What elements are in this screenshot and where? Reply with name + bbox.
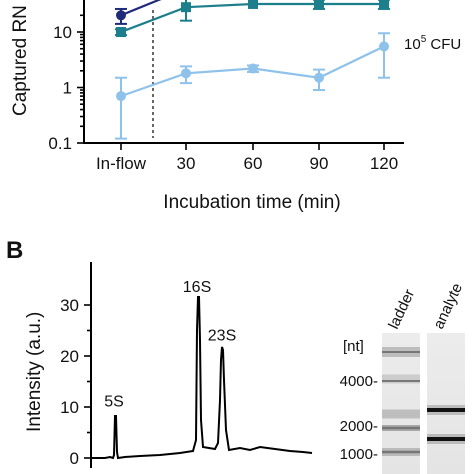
- panel-a-x-ticks: In-flow 30 60 90 120: [96, 143, 398, 173]
- gel-band-ladder: [382, 409, 420, 419]
- data-point: [116, 10, 126, 21]
- y-tick-label: 20: [60, 347, 79, 366]
- panel-a: Captured RN 0.1 1 10 In-flow 30 60 90 120 105 …: [10, 0, 461, 213]
- series-0: [115, 0, 162, 25]
- gel-lane-label-ladder: ladder: [385, 287, 418, 332]
- peak-label: 23S: [208, 327, 236, 344]
- data-point: [314, 0, 324, 9]
- peak-label: 5S: [104, 394, 124, 411]
- y-tick-label: 1: [63, 79, 72, 98]
- x-tick-label: In-flow: [96, 154, 147, 173]
- gel-size-label: 4000-: [340, 373, 378, 390]
- y-tick-label: 30: [60, 296, 79, 315]
- gel-size-label: 2000-: [340, 418, 378, 435]
- data-point: [248, 0, 258, 9]
- gel-size-label: 1000-: [340, 446, 378, 463]
- series-2: [115, 32, 390, 140]
- gel-band-ladder-core: [382, 351, 420, 353]
- data-point: [379, 41, 389, 52]
- data-point: [379, 0, 389, 9]
- gel-size-labels: 4000- 2000- 1000-: [340, 373, 378, 463]
- legend-base: 10: [404, 36, 421, 53]
- x-tick-label: 90: [310, 154, 329, 173]
- electropherogram-trace: [91, 296, 313, 460]
- data-point: [181, 2, 191, 13]
- gel-lane-label-analyte: analyte: [430, 281, 466, 332]
- gel-band-analyte: [427, 437, 465, 441]
- legend-rest: CFU: [426, 36, 461, 53]
- data-point: [314, 72, 324, 83]
- series-legend-label: 105 CFU: [404, 34, 461, 53]
- gel-band-ladder-core: [382, 426, 420, 430]
- y-tick-label: 10: [60, 398, 79, 417]
- data-point: [181, 68, 191, 79]
- panel-b-ylabel: Intensity (a.u.): [24, 312, 45, 432]
- panel-a-series: [115, 0, 390, 140]
- gel-panel: [nt] ladder analyte 4000- 2000- 1000-: [340, 281, 466, 474]
- panel-b-peak-labels: 5S 16S 23S: [104, 279, 236, 411]
- y-tick-label: 0: [70, 449, 79, 468]
- gel-unit-label: [nt]: [343, 338, 364, 355]
- panel-a-y-ticks: 0.1 1 10: [48, 14, 84, 153]
- gel-band-analyte: [427, 408, 465, 412]
- panel-a-ylabel: Captured RN: [10, 5, 31, 116]
- data-point: [116, 91, 126, 102]
- y-tick-label: 10: [53, 23, 72, 42]
- x-tick-label: 30: [177, 154, 196, 173]
- gel-lane-analyte: [427, 333, 465, 474]
- gel-bands: [382, 347, 465, 456]
- data-point: [116, 27, 126, 37]
- data-point: [248, 63, 258, 74]
- peak-label: 16S: [183, 279, 211, 296]
- gel-lane-ladder: [382, 333, 420, 474]
- legend-sup: 5: [421, 34, 427, 45]
- panel-b: B Intensity (a.u.) 0 10 20 30 5S 16S 23S: [6, 237, 313, 468]
- panel-b-y-ticks: 0 10 20 30: [60, 296, 91, 468]
- x-tick-label: 60: [244, 154, 263, 173]
- panel-a-xlabel: Incubation time (min): [163, 192, 340, 213]
- series-line: [120, 0, 162, 17]
- gel-band-ladder-core: [382, 380, 420, 382]
- y-tick-label: 0.1: [48, 134, 72, 153]
- series-1: [115, 0, 390, 37]
- x-tick-label: 120: [370, 154, 398, 173]
- panel-b-label: B: [6, 237, 23, 264]
- gel-band-ladder-core: [382, 450, 420, 454]
- gel-band-ladder: [382, 374, 420, 384]
